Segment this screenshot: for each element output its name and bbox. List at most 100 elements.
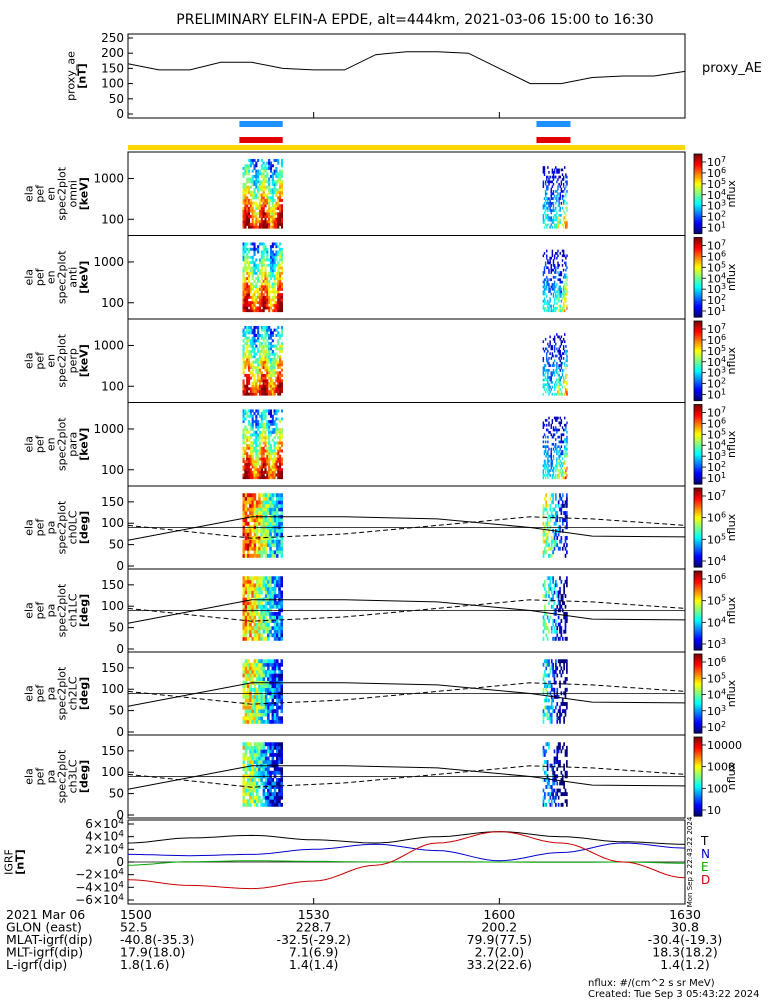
spectro-cell [263,447,265,450]
spectro-cell [281,379,283,382]
pa-cell [256,713,259,717]
spectro-cell [270,272,272,275]
pa-cell [265,637,268,641]
pa-cell [272,591,275,595]
pa-cell [274,677,277,681]
pa-cell [251,594,254,598]
loss-cone-line [128,517,685,541]
pa-cell [260,547,263,551]
pa-cell [269,554,272,558]
spectro-cell [272,468,274,471]
pa-cell [280,778,283,782]
spectro-cell [261,377,263,380]
spectro-cell [248,272,250,275]
pa-cell [251,591,254,595]
pa-cell [555,803,557,807]
pa-cell [260,670,263,674]
spectro-cell [270,170,272,173]
pa-cell [260,529,263,533]
spectro-cell [561,336,562,339]
pa-cell [565,623,567,627]
spectro-cell [272,264,274,267]
pa-cell [547,713,549,717]
spectro-cell [264,285,266,288]
spectro-cell [261,272,263,275]
pa-cell [247,583,250,587]
spectro-cell [268,191,270,194]
pa-colorbar-0-tick-label: 106 [707,511,726,525]
pa-cell [276,493,279,497]
spectro-cell [263,309,265,312]
pa-colorbar-0-tick-label: 107 [707,489,726,503]
pa-cell [260,695,263,699]
spectro-cell [244,223,246,226]
spectro-cell [242,441,244,444]
spectro-cell [248,202,250,205]
pa-cell [551,720,553,724]
spectro-cell [255,339,257,342]
spectro-cell [277,473,279,476]
spectro-cell [268,306,270,309]
energy-panel-3: 1000100elapefenspec2plotpara[keV]1071061… [23,403,739,487]
spectro-cell [272,371,274,374]
spectro-cell [551,457,552,460]
spectro-cell [560,448,561,451]
spectro-cell [252,355,254,358]
pa-cell [548,746,550,750]
pa-cell [245,746,248,750]
spectro-cell [263,172,265,175]
spectro-cell [268,390,270,393]
pa-cell [258,594,261,598]
spectro-cell [259,441,261,444]
spectro-cell [279,379,281,382]
spectro-cell [270,298,272,301]
spectro-cell [259,304,261,307]
spectro-cell [560,192,561,195]
spectro-cell [279,476,281,479]
spectro-cell [255,223,257,226]
spectro-cell [257,296,259,299]
spectro-cell [266,374,268,377]
spectro-cell [546,250,547,253]
pa-cell [249,709,252,713]
spectro-cell [281,342,283,345]
spectro-cell [264,204,266,207]
spectro-cell [548,472,549,475]
spectro-cell [547,266,548,269]
spectro-cell [246,329,248,332]
pa-cell [256,716,259,720]
pa-cell [554,587,556,591]
pa-cell [274,742,277,746]
pa-cell [245,591,248,595]
spectro-cell [242,175,244,178]
spectro-cell [246,298,248,301]
spectro-cell [261,431,263,434]
spectro-cell [268,196,270,199]
spectro-cell [261,347,263,350]
spectro-cell [558,204,559,207]
spectro-cell [252,476,254,479]
pa-cell [276,601,279,605]
spectro-cell [552,464,553,467]
pa-cell [247,670,250,674]
spectro-cell [279,358,281,361]
pa-cell [242,792,245,796]
spectro-cell [250,436,252,439]
spectro-cell [275,256,277,259]
spectro-cell [257,463,259,466]
spectro-cell [555,214,556,217]
spectro-cell [277,304,279,307]
spectro-cell [275,202,277,205]
spectro-cell [272,223,274,226]
spectro-cell [255,288,257,291]
spectro-cell [268,393,270,396]
pa-cell [276,543,279,547]
pa-ytick-label: 0 [116,559,124,573]
spectro-cell [281,218,283,221]
pa-ytick-label: 50 [109,704,124,718]
energy-ytick-label: 1000 [93,422,124,436]
spectro-cell [547,278,548,281]
spectro-cell [248,331,250,334]
pa-cell [254,796,257,800]
pa-cell [551,799,553,803]
